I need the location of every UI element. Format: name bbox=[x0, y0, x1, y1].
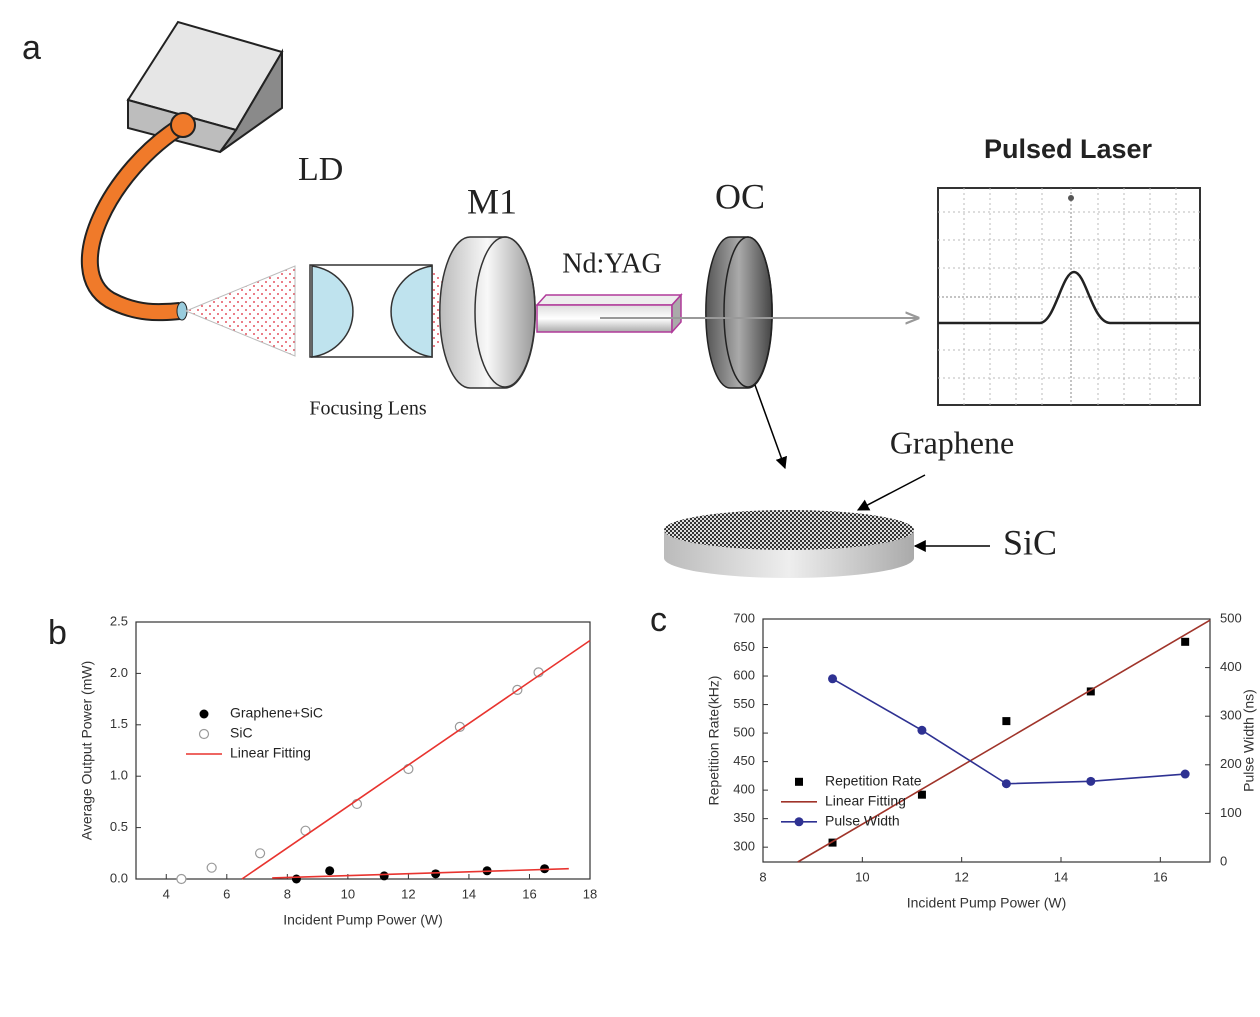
laser-diode bbox=[90, 22, 282, 320]
y-tick-label: 500 bbox=[733, 725, 755, 740]
y-tick-label: 550 bbox=[733, 696, 755, 711]
x-tick-label: 10 bbox=[341, 886, 355, 901]
data-point bbox=[256, 849, 265, 858]
data-point bbox=[380, 871, 389, 880]
y-tick-label: 2.0 bbox=[110, 665, 128, 680]
x-tick-label: 16 bbox=[522, 886, 536, 901]
plot-frame bbox=[136, 622, 590, 879]
chart: b 4 6 8 10 12 14 16 18 0.0 0.5 1.0 1.5 2.0 2.5 Incident… bbox=[48, 613, 597, 927]
legend-marker bbox=[200, 710, 209, 719]
y-axis-label: Repetition Rate(kHz) bbox=[706, 676, 722, 806]
x-tick-label: 16 bbox=[1153, 869, 1167, 884]
y-tick-label: 400 bbox=[733, 782, 755, 797]
legend-marker bbox=[795, 778, 803, 786]
data-point bbox=[828, 674, 837, 683]
y-tick-label: 450 bbox=[733, 753, 755, 768]
m1-label: M1 bbox=[467, 181, 517, 221]
x-tick-label: 12 bbox=[954, 869, 968, 884]
sic-label: SiC bbox=[1003, 522, 1057, 562]
x-tick-label: 10 bbox=[855, 869, 869, 884]
setup-diagram: a LD Focusing Lens M1 bbox=[22, 22, 1200, 578]
y2-axis-label: Pulse Width (ns) bbox=[1241, 689, 1257, 792]
legend-label: SiC bbox=[230, 725, 253, 741]
mirror-m1 bbox=[440, 237, 535, 388]
data-point bbox=[1086, 777, 1095, 786]
scope-title: Pulsed Laser bbox=[984, 134, 1153, 164]
y2-tick-label: 400 bbox=[1220, 659, 1242, 674]
chart: c 8 10 12 14 16 300 350 400 450 500 550 600 650 700 0 10… bbox=[650, 601, 1257, 911]
y-tick-label: 1.0 bbox=[110, 768, 128, 783]
figure: a LD Focusing Lens M1 bbox=[0, 0, 1260, 1017]
ld-label: LD bbox=[298, 151, 343, 188]
x-tick-label: 14 bbox=[1054, 869, 1068, 884]
graphene-sic-disk bbox=[664, 510, 914, 578]
ndyag-rod bbox=[537, 295, 681, 332]
x-tick-label: 4 bbox=[163, 886, 170, 901]
legend-label: Repetition Rate bbox=[825, 773, 922, 789]
legend-label: Graphene+SiC bbox=[230, 705, 323, 721]
y-tick-label: 1.5 bbox=[110, 716, 128, 731]
panel-label: c bbox=[650, 601, 667, 639]
y2-tick-label: 300 bbox=[1220, 708, 1242, 723]
oscilloscope-trace bbox=[938, 188, 1200, 405]
x-tick-label: 12 bbox=[401, 886, 415, 901]
y-tick-label: 350 bbox=[733, 810, 755, 825]
x-tick-label: 6 bbox=[223, 886, 230, 901]
series-line bbox=[272, 869, 569, 878]
panel-label: a bbox=[22, 29, 41, 67]
pointer-arrow bbox=[755, 385, 785, 468]
y-tick-label: 600 bbox=[733, 667, 755, 682]
legend-label: Linear Fitting bbox=[825, 793, 906, 809]
graphene-label: Graphene bbox=[890, 424, 1014, 460]
oc-label: OC bbox=[715, 176, 765, 216]
data-point bbox=[292, 875, 301, 884]
y2-tick-label: 500 bbox=[1220, 610, 1242, 625]
lens-label: Focusing Lens bbox=[309, 398, 426, 420]
legend-label: Linear Fitting bbox=[230, 745, 311, 761]
data-point bbox=[207, 863, 216, 872]
x-axis-label: Incident Pump Power (W) bbox=[907, 895, 1067, 911]
pointer-arrow bbox=[858, 475, 925, 510]
panel-label: b bbox=[48, 614, 67, 652]
y-tick-label: 700 bbox=[733, 610, 755, 625]
y-tick-label: 0.0 bbox=[110, 870, 128, 885]
data-point bbox=[431, 869, 440, 878]
series-line bbox=[833, 679, 1186, 784]
x-tick-label: 18 bbox=[583, 886, 597, 901]
y-tick-label: 0.5 bbox=[110, 819, 128, 834]
x-tick-label: 14 bbox=[462, 886, 476, 901]
y2-tick-label: 200 bbox=[1220, 756, 1242, 771]
mirror-oc bbox=[706, 237, 772, 388]
data-point bbox=[1181, 638, 1189, 646]
data-point bbox=[918, 791, 926, 799]
data-point bbox=[325, 866, 334, 875]
data-point bbox=[1181, 770, 1190, 779]
ndyag-label: Nd:YAG bbox=[562, 248, 662, 279]
x-tick-label: 8 bbox=[284, 886, 291, 901]
legend-marker bbox=[200, 730, 209, 739]
legend-marker bbox=[795, 817, 804, 826]
y-axis-label: Average Output Power (mW) bbox=[79, 661, 95, 840]
data-point bbox=[917, 726, 926, 735]
y-tick-label: 300 bbox=[733, 839, 755, 854]
y2-tick-label: 0 bbox=[1220, 853, 1227, 868]
y-tick-label: 650 bbox=[733, 639, 755, 654]
data-point bbox=[177, 875, 186, 884]
data-point bbox=[1002, 717, 1010, 725]
legend-label: Pulse Width bbox=[825, 813, 900, 829]
x-tick-label: 8 bbox=[759, 869, 766, 884]
y-tick-label: 2.5 bbox=[110, 613, 128, 628]
x-axis-label: Incident Pump Power (W) bbox=[283, 912, 443, 928]
data-point bbox=[1002, 779, 1011, 788]
y2-tick-label: 100 bbox=[1220, 805, 1242, 820]
